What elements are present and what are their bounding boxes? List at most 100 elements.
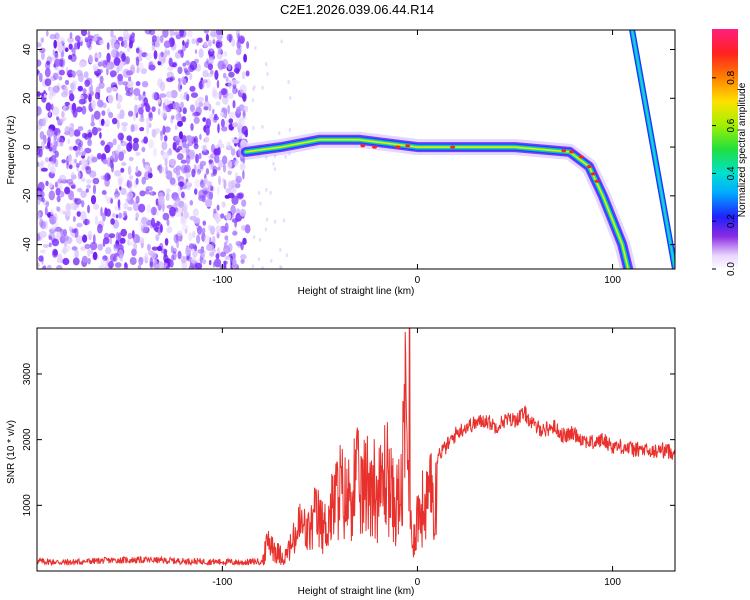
noise-blob bbox=[89, 170, 97, 178]
noise-blob bbox=[66, 178, 74, 185]
noise-blob bbox=[69, 32, 73, 39]
noise-blob bbox=[180, 164, 188, 174]
noise-blob bbox=[181, 206, 187, 213]
noise-blob bbox=[91, 99, 96, 110]
noise-blob bbox=[117, 177, 123, 186]
trace-peak bbox=[395, 145, 401, 149]
noise-blob bbox=[106, 174, 111, 180]
noise-blob bbox=[46, 30, 49, 37]
noise-blob bbox=[244, 130, 248, 138]
noise-blob bbox=[175, 200, 179, 206]
noise-blob bbox=[113, 243, 119, 249]
y-tick-label: 2000 bbox=[22, 428, 33, 451]
noise-blob bbox=[97, 61, 103, 67]
noise-blob bbox=[129, 175, 134, 180]
noise-blob bbox=[169, 30, 174, 37]
noise-blob bbox=[198, 189, 206, 199]
noise-blob bbox=[38, 255, 44, 262]
noise-blob bbox=[165, 188, 171, 194]
noise-blob bbox=[243, 53, 248, 63]
noise-blob bbox=[138, 107, 144, 115]
noise-blob bbox=[159, 224, 163, 233]
noise-blob bbox=[193, 143, 199, 150]
noise-blob bbox=[85, 188, 89, 193]
noise-blob bbox=[81, 150, 87, 156]
noise-blob bbox=[232, 159, 240, 164]
noise-blob bbox=[204, 136, 210, 143]
noise-blob bbox=[220, 118, 225, 128]
noise-blob bbox=[69, 93, 75, 102]
noise-blob bbox=[72, 47, 76, 57]
noise-blob bbox=[151, 44, 156, 52]
noise-blob bbox=[160, 131, 164, 142]
noise-blob bbox=[127, 165, 132, 176]
snr-series-line bbox=[37, 328, 675, 567]
noise-blob bbox=[107, 94, 114, 104]
trace-peak bbox=[590, 172, 596, 176]
colorbar-tick-label: 0.8 bbox=[726, 70, 737, 84]
noise-blob bbox=[121, 161, 127, 166]
noise-blob bbox=[223, 241, 228, 249]
noise-blob bbox=[160, 81, 166, 92]
noise-blob bbox=[135, 195, 140, 204]
noise-blob bbox=[232, 252, 236, 260]
noise-blob bbox=[192, 250, 198, 258]
snr-frame bbox=[36, 327, 676, 572]
noise-blob bbox=[128, 76, 132, 82]
noise-blob bbox=[184, 69, 190, 76]
noise-blob bbox=[112, 213, 116, 218]
colorbar: 0.0 0.2 0.4 0.6 0.8 Normalized spectral ampl… bbox=[712, 29, 748, 276]
noise-blob bbox=[185, 135, 193, 142]
noise-blob bbox=[126, 79, 134, 89]
noise-blob bbox=[37, 210, 44, 218]
noise-blob bbox=[145, 186, 153, 191]
noise-blob bbox=[136, 234, 140, 244]
x-tick-label: 0 bbox=[415, 577, 421, 588]
noise-blob bbox=[155, 127, 160, 134]
noise-blob bbox=[261, 124, 264, 129]
noise-blob bbox=[116, 119, 120, 130]
noise-blob bbox=[234, 178, 240, 184]
noise-blob bbox=[101, 110, 106, 116]
noise-blob bbox=[144, 171, 150, 181]
noise-blob bbox=[213, 208, 217, 214]
colorbar-label: Normalized spectral amplitude bbox=[737, 82, 748, 217]
noise-blob bbox=[135, 56, 140, 67]
noise-blob bbox=[100, 140, 105, 146]
noise-blob bbox=[170, 89, 178, 99]
noise-blob bbox=[173, 31, 181, 36]
noise-blob bbox=[208, 49, 211, 56]
noise-blob bbox=[160, 55, 166, 63]
noise-blob bbox=[102, 255, 108, 262]
noise-blob bbox=[86, 184, 91, 189]
noise-blob bbox=[97, 99, 104, 108]
noise-blob bbox=[194, 262, 203, 269]
noise-blob bbox=[47, 141, 51, 149]
trace-peak bbox=[594, 179, 600, 183]
noise-blob bbox=[241, 199, 247, 207]
noise-blob bbox=[138, 203, 146, 213]
noise-blob bbox=[56, 206, 61, 212]
noise-blob bbox=[71, 102, 77, 112]
noise-blob bbox=[81, 158, 87, 166]
noise-blob bbox=[265, 217, 269, 222]
noise-blob bbox=[134, 95, 138, 101]
noise-blob bbox=[177, 120, 183, 127]
trace-peak bbox=[405, 144, 411, 148]
noise-blob bbox=[102, 59, 108, 68]
noise-blob bbox=[60, 50, 65, 58]
trace-peak bbox=[372, 145, 377, 149]
noise-blob bbox=[146, 203, 151, 214]
noise-blob bbox=[158, 166, 165, 173]
noise-blob bbox=[192, 111, 200, 117]
noise-blob bbox=[90, 84, 93, 92]
noise-blob bbox=[142, 226, 149, 234]
noise-blob bbox=[189, 72, 193, 80]
noise-blob bbox=[75, 148, 79, 158]
noise-blob bbox=[233, 67, 240, 74]
steep-trace-band-2 bbox=[631, 30, 675, 269]
noise-blob bbox=[216, 30, 223, 35]
noise-blob bbox=[222, 163, 227, 173]
noise-blob bbox=[102, 159, 108, 165]
noise-blob bbox=[208, 159, 214, 164]
